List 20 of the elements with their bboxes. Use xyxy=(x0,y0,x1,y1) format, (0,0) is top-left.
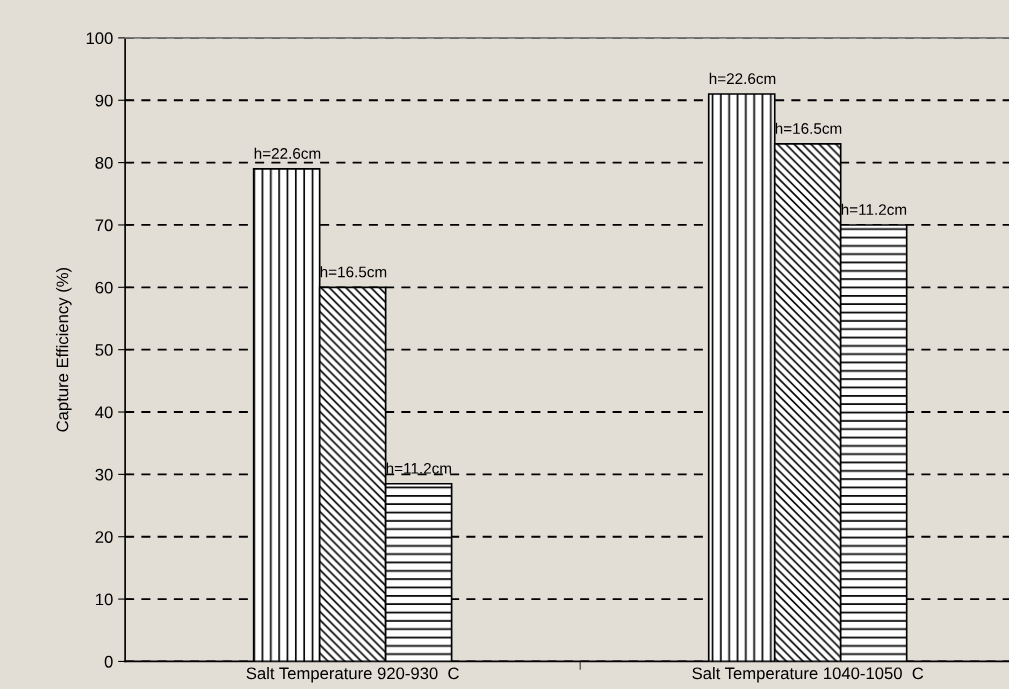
text: h=16.5cm xyxy=(775,122,842,134)
y-tick-label: 0 xyxy=(104,655,113,668)
y-tick-label: 70 xyxy=(95,219,113,232)
y-axis-title: Capture Efficiency (%) xyxy=(56,267,72,432)
y-tick-label: 100 xyxy=(86,32,113,45)
text: h=22.6cm xyxy=(709,72,776,85)
y-tick-label: 80 xyxy=(95,157,113,169)
y-tick-label: 40 xyxy=(95,406,113,419)
y-tick-label: 20 xyxy=(95,531,113,543)
series-label: h=22.6cm xyxy=(254,147,321,159)
x-tick-label: Salt Temperature 1040-1050 C xyxy=(692,667,924,683)
y-tick-label: 10 xyxy=(96,593,113,606)
y-tick-label: 50 xyxy=(95,344,113,356)
series-label: h=16.5cm xyxy=(320,266,387,278)
y-tick-label: 60 xyxy=(95,281,113,294)
y-tick-label: 90 xyxy=(95,94,113,107)
y-tick-label: 30 xyxy=(95,468,113,481)
x-tick-label: Salt Temperature 920-930 C xyxy=(246,667,459,683)
series-label: h=11.2cm xyxy=(386,462,452,474)
text: h=11.2cm xyxy=(841,203,907,215)
